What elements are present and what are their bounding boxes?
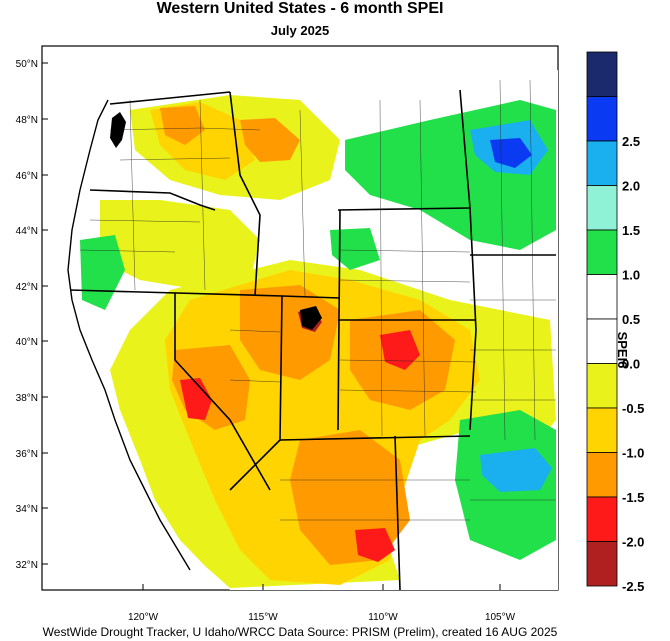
colorbar-class-2 [586, 140, 618, 186]
lat-label-42: 42°N [16, 282, 38, 293]
colorbar-class-5 [586, 274, 618, 320]
county-lines [79, 79, 556, 521]
colorbar-label-8: -1.0 [622, 446, 644, 461]
colorbar-title: SPEI6 [615, 331, 630, 369]
lon-label-105: 105°W [485, 612, 516, 623]
lon-label-115: 115°W [248, 612, 278, 623]
colorbar-label-6: 0.0 [622, 357, 640, 372]
colorbar-class-1 [586, 96, 618, 142]
colorbar-label-5: 0.5 [622, 312, 640, 327]
wet-patches [80, 100, 556, 560]
colorbar-label-4: 1.0 [622, 268, 640, 283]
lat-label-50: 50°N [16, 59, 38, 70]
map-title: Western United States - 6 month SPEI [156, 0, 444, 17]
colorbar-label-2: 2.0 [622, 179, 640, 194]
lat-label-36: 36°N [16, 449, 38, 460]
colorbar-class-7 [586, 363, 618, 409]
lat-label-48: 48°N [16, 115, 38, 126]
colorbar-label-7: -0.5 [622, 401, 644, 416]
colorbar-class-6 [586, 318, 618, 364]
colorbar-label-3: 1.5 [622, 223, 640, 238]
great-salt-lake [300, 306, 322, 330]
colorbar-class-3 [586, 185, 618, 231]
colorbar-class-9 [586, 452, 618, 498]
latitude-axis: 50°N 48°N 46°N 44°N 42°N 40°N 38°N 36°N … [16, 59, 48, 571]
lat-label-32: 32°N [16, 560, 38, 571]
longitude-axis: 120°W 115°W 110°W 105°W [128, 584, 516, 623]
lat-label-44: 44°N [16, 226, 38, 237]
data-credit: WestWide Drought Tracker, U Idaho/WRCC D… [42, 625, 558, 639]
colorbar-label-9: -1.5 [622, 490, 644, 505]
colorbar-label-1: 2.5 [622, 134, 640, 149]
colorbar-label-10: -2.0 [622, 535, 644, 550]
lat-label-34: 34°N [16, 504, 38, 515]
colorbar-class-8 [586, 407, 618, 453]
colorbar-class-0 [586, 51, 618, 97]
puget-sound [110, 112, 126, 148]
drought-patches [100, 95, 556, 588]
lon-label-110: 110°W [368, 612, 398, 623]
state-boundaries [69, 89, 556, 590]
colorbar: 2.5 2.0 1.5 1.0 0.5 0.0 -0.5 -1.0 -1.5 -2.0 -2.5 [586, 51, 644, 594]
colorbar-label-11: -2.5 [622, 579, 644, 594]
colorbar-class-4 [586, 229, 618, 275]
map-subtitle: July 2025 [270, 23, 330, 38]
lat-label-40: 40°N [16, 337, 38, 348]
map-content [67, 70, 558, 590]
lon-label-120: 120°W [128, 612, 159, 623]
coastline [67, 99, 191, 571]
colorbar-class-11 [586, 541, 618, 587]
colorbar-class-10 [586, 496, 618, 542]
lat-label-38: 38°N [16, 393, 38, 404]
lat-label-46: 46°N [16, 171, 38, 182]
